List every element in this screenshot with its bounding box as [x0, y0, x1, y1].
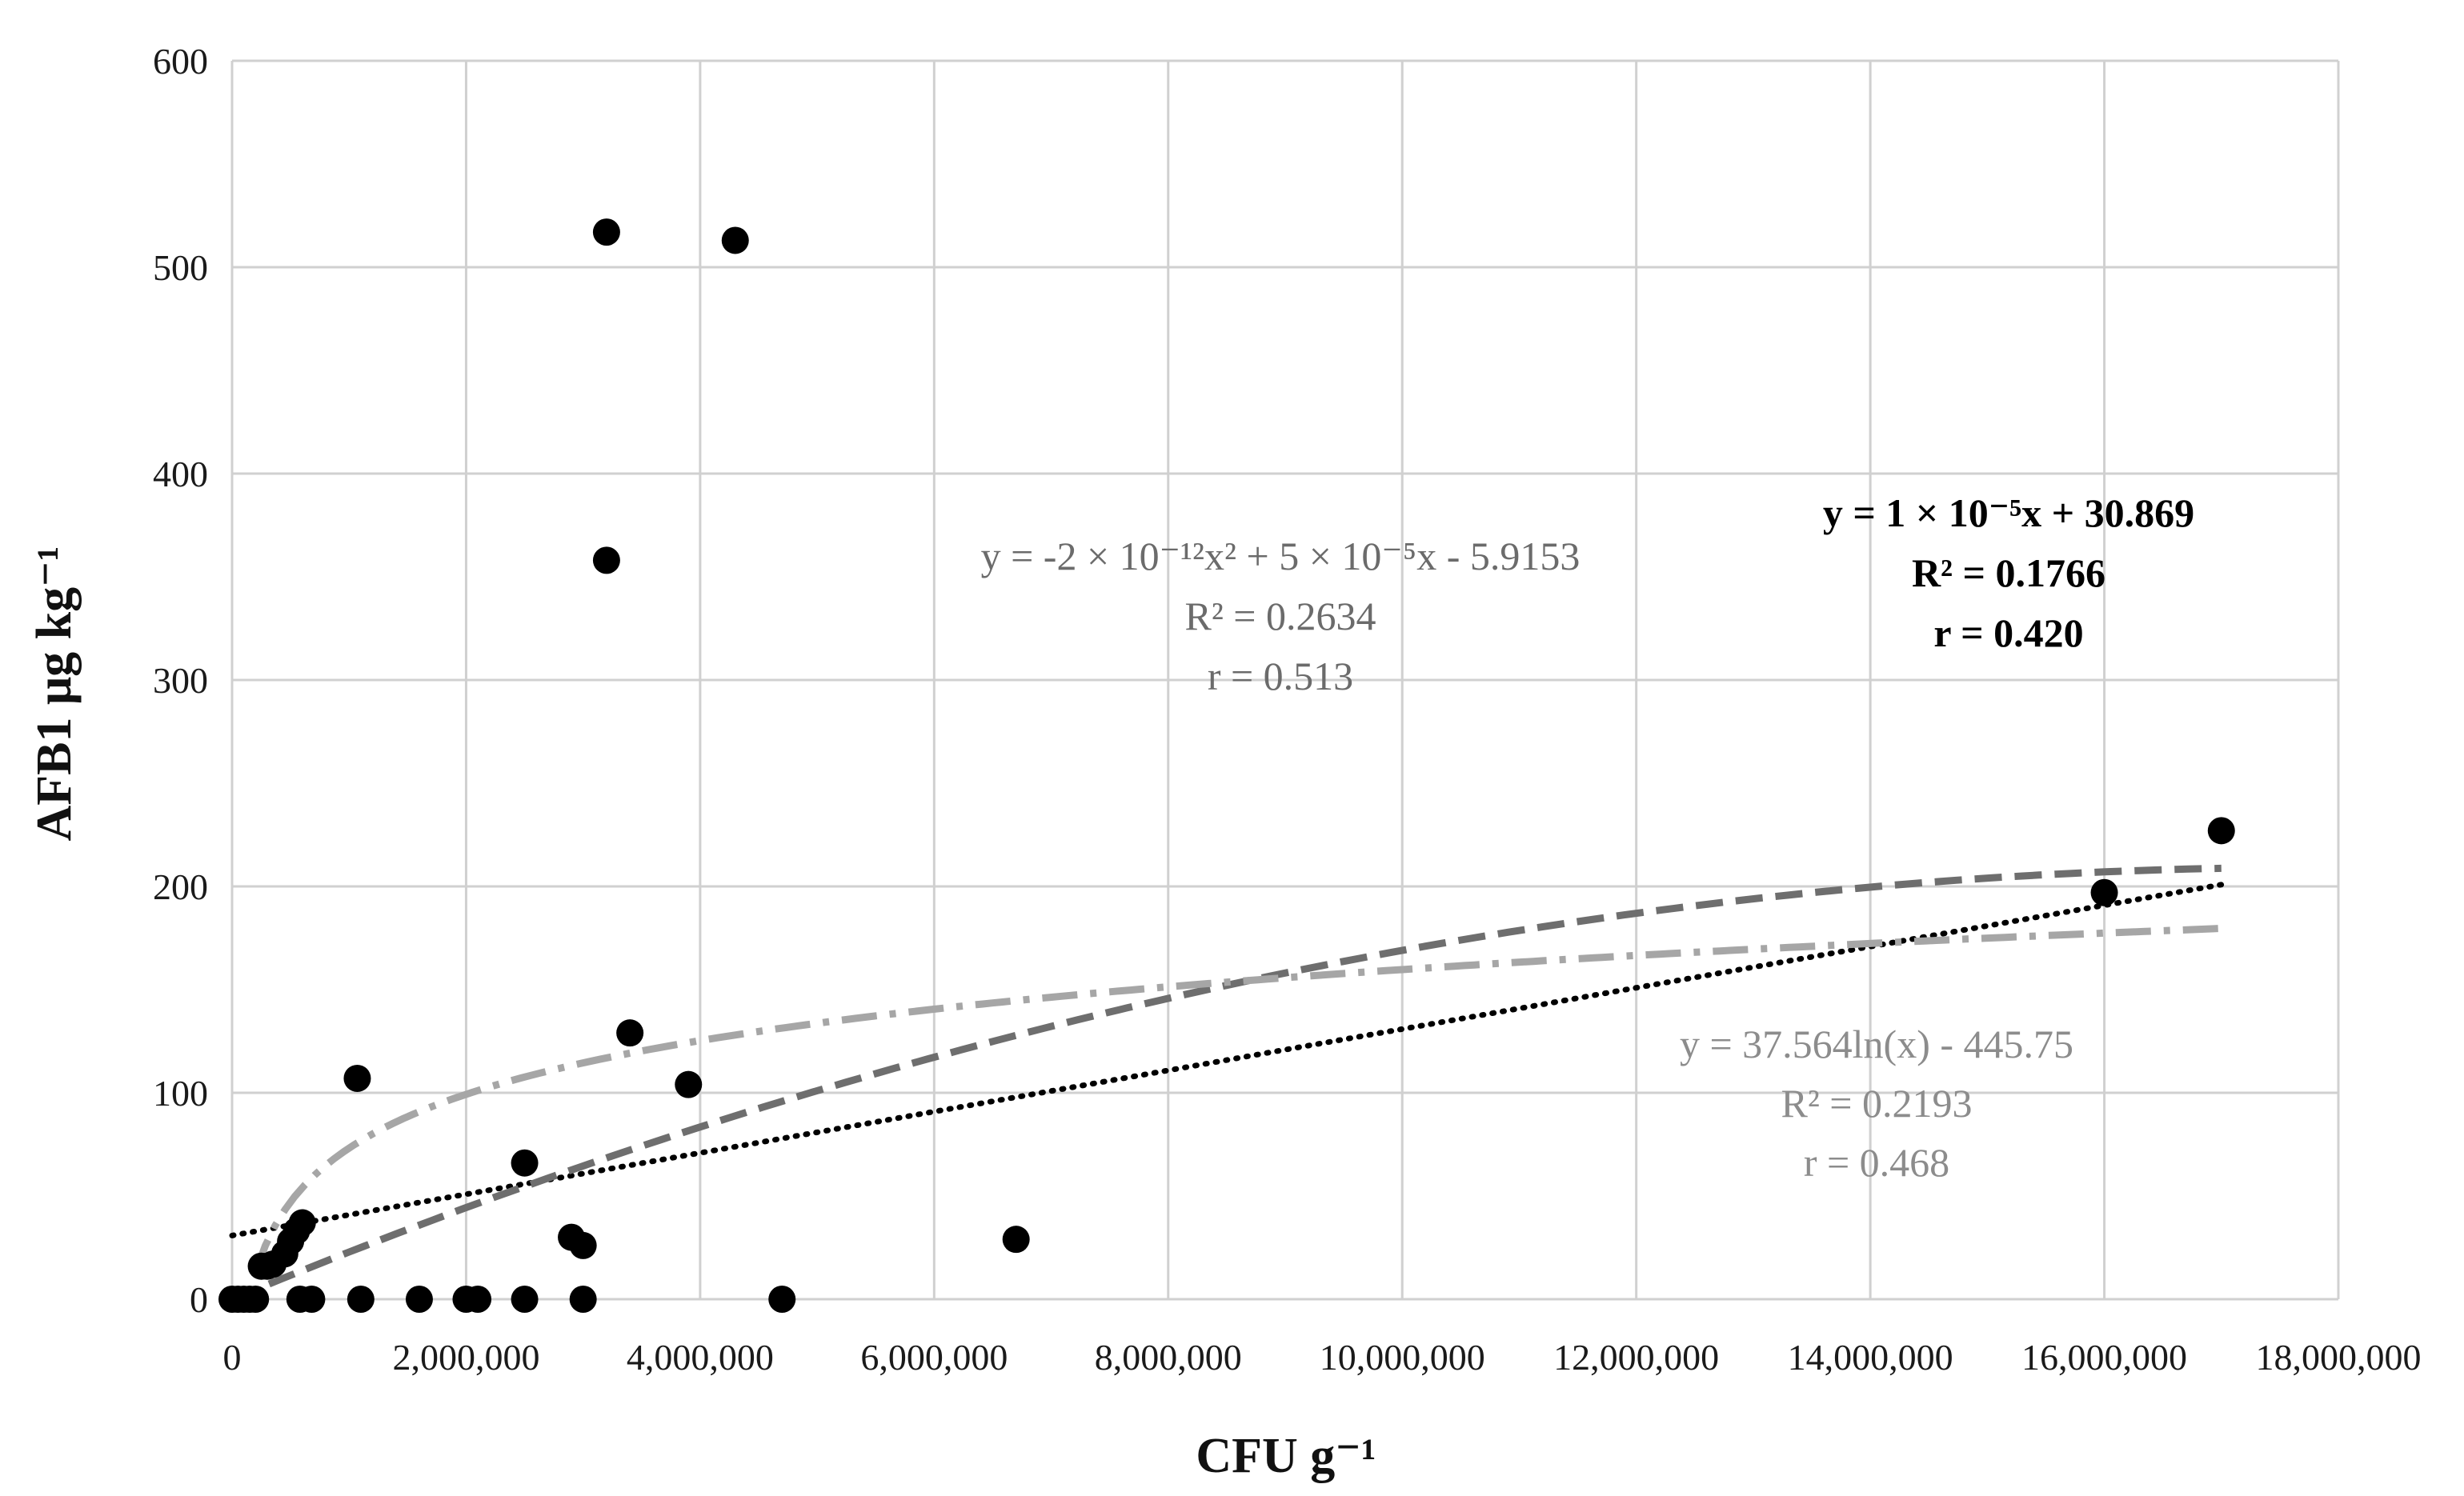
- linear-r: r = 0.420: [1933, 610, 2083, 655]
- linear-trendline: [229, 882, 2225, 1238]
- data-point: [347, 1286, 375, 1313]
- y-tick-label: 300: [153, 660, 208, 701]
- log-r: r = 0.468: [1804, 1140, 1949, 1185]
- data-point: [569, 1286, 597, 1313]
- x-tick-label: 8,000,000: [1095, 1337, 1242, 1378]
- data-point: [592, 546, 620, 574]
- y-tick-label: 0: [190, 1279, 208, 1320]
- data-point: [2207, 817, 2235, 845]
- data-points: [218, 218, 2235, 1313]
- y-tick-label: 500: [153, 247, 208, 288]
- y-axis-title: AFB1 μg kg⁻¹: [27, 546, 82, 842]
- poly-r-squared: R² = 0.2634: [1184, 594, 1376, 638]
- data-point: [405, 1286, 433, 1313]
- log-equation-block: y = 37.564ln(x) - 445.75 R² = 0.2193 r =…: [1680, 1022, 2073, 1185]
- x-tick-label: 18,000,000: [2256, 1337, 2422, 1378]
- data-point: [343, 1064, 371, 1092]
- log-equation: y = 37.564ln(x) - 445.75: [1680, 1022, 2073, 1066]
- x-tick-label: 0: [223, 1337, 242, 1378]
- x-tick-label: 14,000,000: [1788, 1337, 1953, 1378]
- data-point: [1002, 1226, 1030, 1254]
- log-trendline: [251, 925, 2222, 1274]
- x-tick-label: 12,000,000: [1553, 1337, 1719, 1378]
- data-point: [2090, 878, 2118, 906]
- y-tick-label: 400: [153, 454, 208, 494]
- x-tick-label: 6,000,000: [860, 1337, 1008, 1378]
- poly-equation: y = -2 × 10⁻¹²x² + 5 × 10⁻⁵x - 5.9153: [981, 534, 1581, 578]
- log-r-squared: R² = 0.2193: [1781, 1081, 1972, 1126]
- x-axis-title: CFU g⁻¹: [1196, 1429, 1376, 1483]
- data-point: [288, 1209, 316, 1237]
- x-axis-ticks: 0 2,000,000 4,000,000 6,000,000 8,000,000 10,…: [223, 1337, 2422, 1378]
- data-point: [298, 1286, 326, 1313]
- data-point: [592, 218, 620, 246]
- linear-equation: y = 1 × 10⁻⁵x + 30.869: [1823, 490, 2194, 535]
- data-point: [768, 1286, 796, 1313]
- data-point: [569, 1231, 597, 1259]
- y-axis-ticks: 0 100 200 300 400 500 600: [153, 41, 208, 1320]
- y-tick-label: 200: [153, 866, 208, 907]
- linear-equation-block: y = 1 × 10⁻⁵x + 30.869 R² = 0.1766 r = 0…: [1823, 490, 2194, 655]
- poly-equation-block: y = -2 × 10⁻¹²x² + 5 × 10⁻⁵x - 5.9153 R²…: [981, 534, 1581, 698]
- data-point: [675, 1070, 703, 1098]
- x-tick-label: 4,000,000: [627, 1337, 774, 1378]
- y-tick-label: 100: [153, 1073, 208, 1114]
- poly-r: r = 0.513: [1208, 654, 1353, 698]
- x-tick-label: 16,000,000: [2021, 1337, 2187, 1378]
- data-point: [616, 1019, 644, 1047]
- y-tick-label: 600: [153, 41, 208, 82]
- x-tick-label: 10,000,000: [1320, 1337, 1485, 1378]
- data-point: [242, 1286, 270, 1313]
- data-point: [464, 1286, 492, 1313]
- data-point: [511, 1286, 539, 1313]
- linear-r-squared: R² = 0.1766: [1912, 550, 2105, 595]
- x-tick-label: 2,000,000: [392, 1337, 539, 1378]
- data-point: [721, 226, 749, 254]
- data-point: [511, 1149, 539, 1177]
- trendlines: [229, 864, 2225, 1303]
